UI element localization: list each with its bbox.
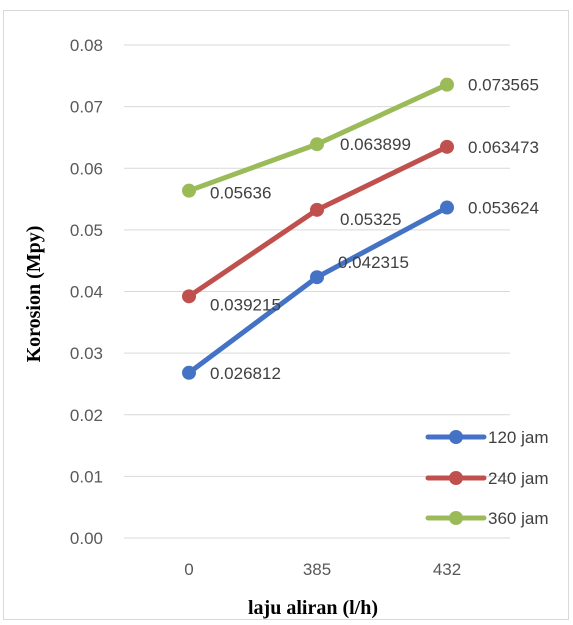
y-tick-label: 0.08 [70, 36, 103, 55]
data-label: 0.039215 [210, 295, 281, 314]
data-labels-group: 0.026812 0.042315 0.053624 0.039215 0.05325 0… [210, 76, 539, 383]
legend-label: 240 jam [488, 469, 548, 488]
x-tick-label: 0 [184, 560, 193, 579]
data-point [310, 137, 324, 152]
data-label: 0.063473 [468, 138, 539, 157]
data-point [440, 200, 454, 215]
gridlines [124, 44, 510, 539]
x-axis-title: laju aliran (l/h) [248, 597, 378, 619]
x-axis-ticks: 0 385 432 [184, 560, 461, 579]
y-tick-label: 0.05 [70, 221, 103, 240]
y-tick-label: 0.01 [70, 467, 103, 486]
data-label: 0.05636 [210, 184, 271, 203]
y-axis-ticks: 0.00 0.01 0.02 0.03 0.04 0.05 0.06 0.07 0.08 [70, 36, 103, 548]
legend: 120 jam 240 jam 360 jam [425, 428, 548, 528]
legend-swatch-marker [449, 471, 463, 485]
x-tick-label: 385 [303, 560, 331, 579]
data-label: 0.042315 [338, 253, 409, 272]
x-tick-label: 432 [433, 560, 461, 579]
data-point [182, 183, 196, 198]
series-line [186, 205, 450, 376]
data-label: 0.063899 [340, 135, 411, 154]
y-tick-label: 0.03 [70, 344, 103, 363]
legend-swatch-marker [449, 430, 463, 444]
y-tick-label: 0.04 [70, 283, 103, 302]
y-tick-label: 0.02 [70, 406, 103, 425]
data-point [310, 202, 324, 217]
data-label: 0.053624 [468, 199, 539, 218]
data-label: 0.073565 [468, 76, 539, 95]
data-point [440, 139, 454, 154]
data-label: 0.05325 [340, 210, 401, 229]
legend-label: 360 jam [488, 509, 548, 528]
data-point [182, 365, 196, 380]
data-point [182, 289, 196, 304]
y-tick-label: 0.06 [70, 159, 103, 178]
legend-label: 120 jam [488, 428, 548, 447]
y-tick-label: 0.07 [70, 98, 103, 117]
series-group [182, 77, 454, 380]
y-tick-label: 0.00 [70, 529, 103, 548]
y-axis-title: Korosion (Mpy) [23, 226, 45, 363]
data-point [440, 77, 454, 92]
legend-swatch-marker [449, 511, 463, 525]
data-label: 0.026812 [210, 364, 281, 383]
data-point [310, 270, 324, 285]
